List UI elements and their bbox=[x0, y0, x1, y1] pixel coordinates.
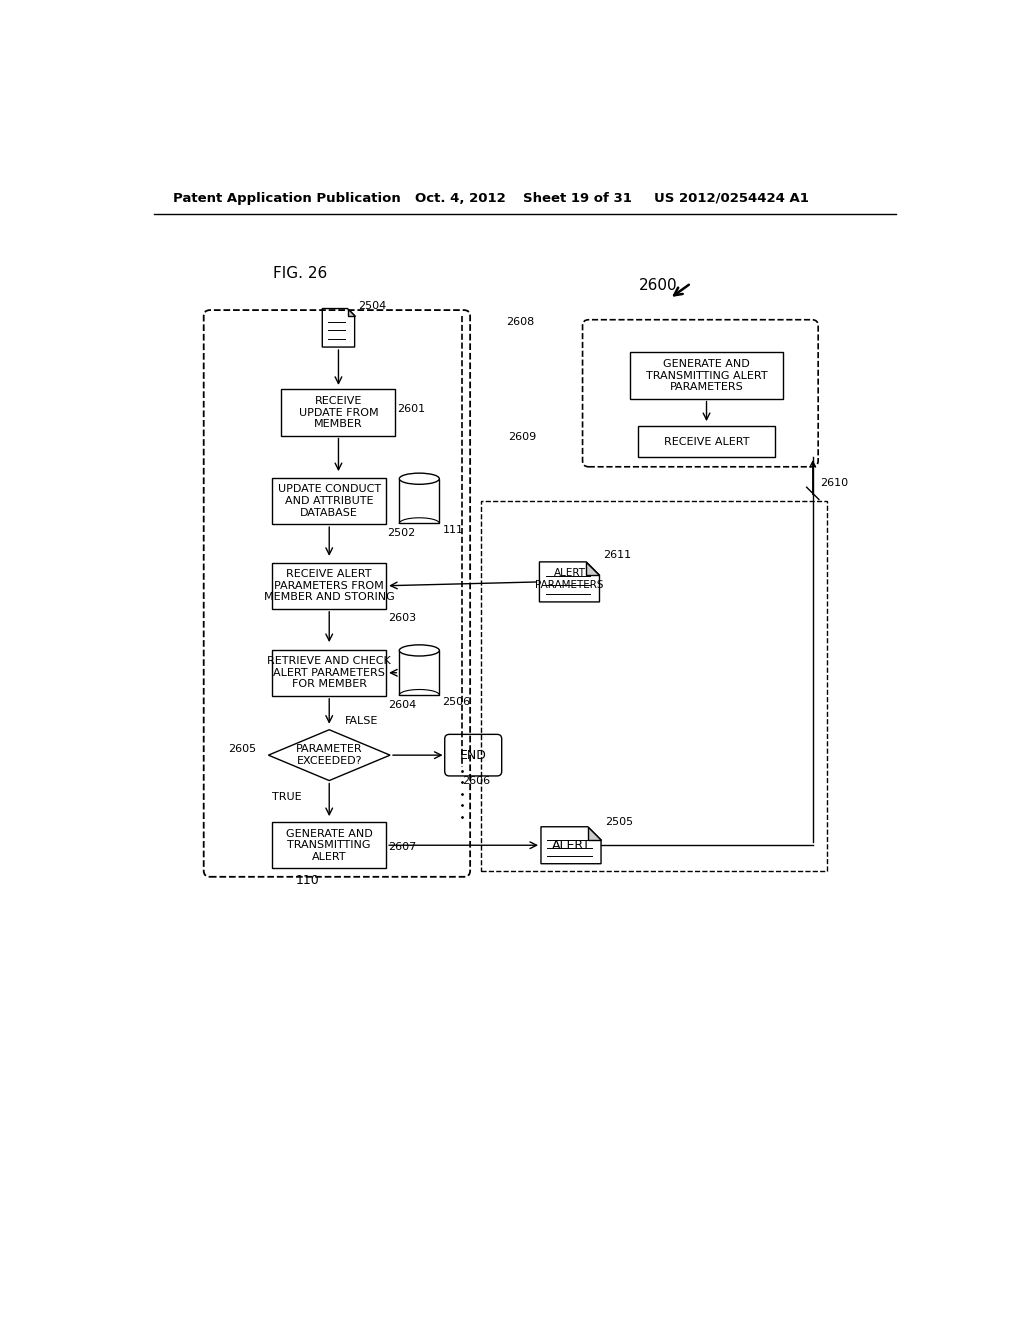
Ellipse shape bbox=[399, 645, 439, 656]
Text: 111: 111 bbox=[442, 525, 464, 536]
FancyBboxPatch shape bbox=[282, 389, 395, 436]
Text: PARAMETER
EXCEEDED?: PARAMETER EXCEEDED? bbox=[296, 744, 362, 766]
Text: 2606: 2606 bbox=[463, 776, 490, 787]
Text: RETRIEVE AND CHECK
ALERT PARAMETERS
FOR MEMBER: RETRIEVE AND CHECK ALERT PARAMETERS FOR … bbox=[267, 656, 391, 689]
Text: 2604: 2604 bbox=[388, 700, 416, 710]
Text: 2607: 2607 bbox=[388, 842, 416, 851]
Text: RECEIVE ALERT
PARAMETERS FROM
MEMBER AND STORING: RECEIVE ALERT PARAMETERS FROM MEMBER AND… bbox=[264, 569, 394, 602]
Text: 2608: 2608 bbox=[506, 317, 535, 326]
Polygon shape bbox=[323, 309, 354, 347]
Text: 2600: 2600 bbox=[639, 279, 678, 293]
Text: FIG. 26: FIG. 26 bbox=[273, 267, 328, 281]
Text: UPDATE CONDUCT
AND ATTRIBUTE
DATABASE: UPDATE CONDUCT AND ATTRIBUTE DATABASE bbox=[278, 484, 381, 517]
FancyBboxPatch shape bbox=[272, 649, 386, 696]
Text: 2605: 2605 bbox=[228, 744, 256, 754]
Polygon shape bbox=[588, 826, 601, 840]
FancyBboxPatch shape bbox=[272, 822, 386, 869]
Text: RECEIVE
UPDATE FROM
MEMBER: RECEIVE UPDATE FROM MEMBER bbox=[299, 396, 378, 429]
FancyBboxPatch shape bbox=[272, 562, 386, 609]
Text: RECEIVE ALERT: RECEIVE ALERT bbox=[664, 437, 750, 446]
Polygon shape bbox=[347, 309, 354, 315]
Polygon shape bbox=[540, 562, 599, 602]
FancyBboxPatch shape bbox=[272, 478, 386, 524]
Text: GENERATE AND
TRANSMITTING ALERT
PARAMETERS: GENERATE AND TRANSMITTING ALERT PARAMETE… bbox=[646, 359, 767, 392]
Text: 2609: 2609 bbox=[508, 432, 537, 442]
Text: 2611: 2611 bbox=[603, 550, 632, 560]
FancyBboxPatch shape bbox=[399, 651, 439, 696]
Ellipse shape bbox=[399, 473, 439, 484]
Text: GENERATE AND
TRANSMITTING
ALERT: GENERATE AND TRANSMITTING ALERT bbox=[286, 829, 373, 862]
Text: ALERT
PARAMETERS: ALERT PARAMETERS bbox=[536, 568, 604, 590]
FancyBboxPatch shape bbox=[638, 426, 775, 457]
FancyBboxPatch shape bbox=[399, 479, 439, 524]
Polygon shape bbox=[587, 562, 599, 576]
Text: END: END bbox=[460, 748, 486, 762]
Text: FALSE: FALSE bbox=[345, 717, 378, 726]
Text: US 2012/0254424 A1: US 2012/0254424 A1 bbox=[654, 191, 809, 205]
Text: 2504: 2504 bbox=[357, 301, 386, 312]
Text: 2506: 2506 bbox=[442, 697, 471, 708]
Text: 2610: 2610 bbox=[820, 478, 849, 488]
Text: 2502: 2502 bbox=[387, 528, 415, 539]
Text: Oct. 4, 2012: Oct. 4, 2012 bbox=[416, 191, 506, 205]
Text: 2505: 2505 bbox=[605, 817, 633, 828]
Text: 110: 110 bbox=[296, 874, 319, 887]
Text: ALERT: ALERT bbox=[552, 838, 591, 851]
Text: 2603: 2603 bbox=[388, 612, 416, 623]
Text: Patent Application Publication: Patent Application Publication bbox=[173, 191, 400, 205]
FancyBboxPatch shape bbox=[631, 352, 782, 399]
Text: Sheet 19 of 31: Sheet 19 of 31 bbox=[523, 191, 632, 205]
Polygon shape bbox=[541, 826, 601, 863]
Text: 2601: 2601 bbox=[397, 404, 425, 413]
Text: TRUE: TRUE bbox=[272, 792, 302, 801]
Polygon shape bbox=[268, 730, 390, 780]
FancyBboxPatch shape bbox=[444, 734, 502, 776]
